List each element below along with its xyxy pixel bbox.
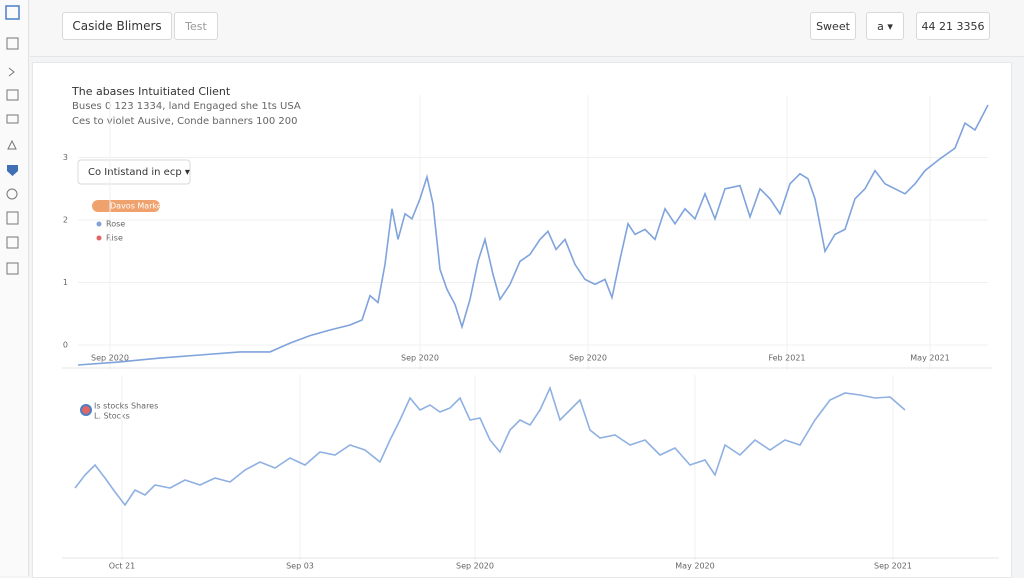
x-tick-label: Feb 2021 <box>768 354 805 363</box>
x-tick-label: Oct 21 <box>109 562 136 571</box>
chart-title: The abases Intuitiated Client <box>71 85 231 98</box>
x-tick-label: Sep 2021 <box>874 562 912 571</box>
icon[interactable] <box>7 165 18 176</box>
icon[interactable] <box>6 211 19 225</box>
legend-label: Is stocks Shares <box>94 402 158 411</box>
legend-icon <box>80 404 92 416</box>
legend-swatch <box>96 221 102 227</box>
chart-subtitle: Buses 0 123 1334, land Engaged she 1ts U… <box>72 101 301 112</box>
x-tick-label: Sep 2020 <box>569 354 607 363</box>
dropdown-label[interactable]: Co Intistand in ecp ▾ <box>88 167 190 178</box>
y-tick-label: 1 <box>63 278 68 287</box>
chip[interactable] <box>92 200 160 212</box>
tab[interactable]: Test <box>174 12 218 40</box>
x-tick-label: May 2021 <box>910 354 949 363</box>
y-tick-label: 0 <box>63 341 68 350</box>
chart-subtitle: Ces to violet Ausive, Conde banners 100 … <box>72 116 297 127</box>
icon[interactable] <box>6 89 19 101</box>
top-bar: Caside Blimers Test Sweet a ▾ 44 21 3356 <box>30 0 1024 57</box>
legend-swatch <box>96 235 102 241</box>
x-tick-label: Sep 2020 <box>456 562 494 571</box>
icon[interactable] <box>6 37 19 50</box>
dropdown[interactable] <box>77 159 191 185</box>
data-line <box>74 385 906 507</box>
x-tick-label: Sep 2020 <box>91 354 129 363</box>
main-panel <box>32 62 1012 578</box>
sidebar-icons <box>5 5 20 275</box>
x-tick-label: Sep 2020 <box>401 354 439 363</box>
icon[interactable] <box>8 67 15 77</box>
x-tick-label: Sep 03 <box>286 562 314 571</box>
icon[interactable] <box>6 236 19 249</box>
icon[interactable] <box>6 188 18 200</box>
title-button[interactable]: Caside Blimers <box>62 12 172 40</box>
chip-label[interactable]: Davos Market <box>110 202 165 211</box>
button[interactable]: Sweet <box>810 12 856 40</box>
icon[interactable] <box>6 262 19 275</box>
legend-label: Rise <box>106 234 123 243</box>
sidebar <box>0 0 29 576</box>
menu[interactable]: a ▾ <box>866 12 904 40</box>
y-tick-label: 3 <box>63 153 68 162</box>
icon[interactable] <box>7 139 17 150</box>
legend-label: Rose <box>106 220 125 229</box>
x-tick-label: May 2020 <box>675 562 714 571</box>
icon[interactable] <box>5 5 20 20</box>
data-line <box>77 104 989 366</box>
y-tick-label: 2 <box>63 216 68 225</box>
status: 44 21 3356 <box>916 12 990 40</box>
legend-label: L. Stocks <box>94 412 130 421</box>
icon[interactable] <box>6 114 19 124</box>
